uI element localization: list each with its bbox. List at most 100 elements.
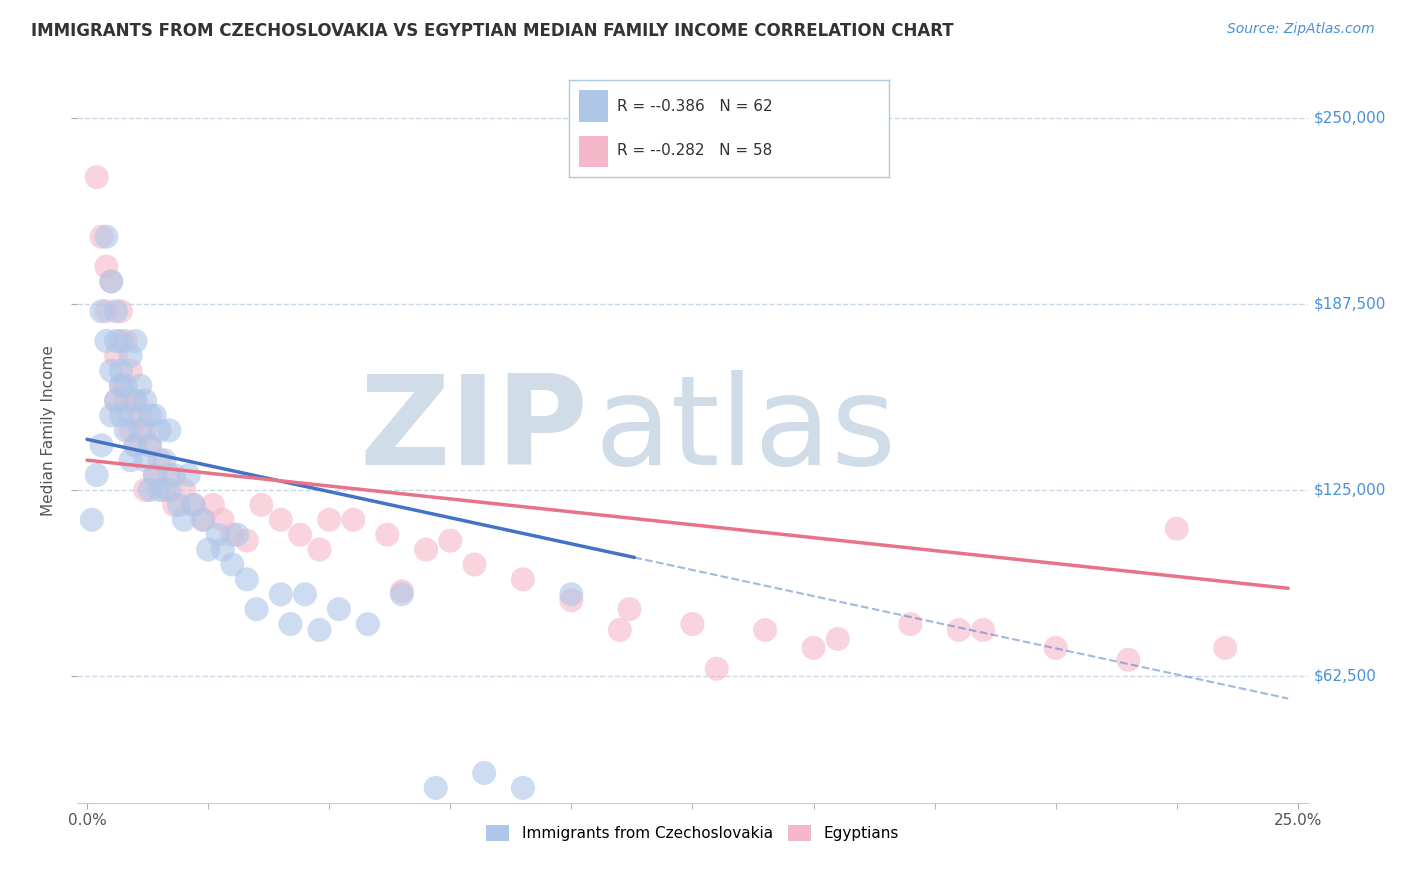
- Point: [105, 393, 128, 408]
- Point: [90, 229, 112, 244]
- Text: $187,500: $187,500: [1313, 296, 1386, 311]
- Point: [221, 558, 243, 572]
- Point: [114, 424, 136, 438]
- Point: [157, 468, 180, 483]
- Point: [129, 409, 152, 423]
- Point: [463, 558, 485, 572]
- Point: [129, 378, 152, 392]
- Text: Source: ZipAtlas.com: Source: ZipAtlas.com: [1227, 22, 1375, 37]
- Point: [90, 304, 112, 318]
- Point: [211, 542, 233, 557]
- Point: [177, 468, 200, 483]
- Point: [706, 662, 728, 676]
- Point: [105, 334, 128, 348]
- Point: [270, 587, 292, 601]
- Point: [391, 584, 413, 599]
- Point: [1166, 522, 1188, 536]
- Point: [124, 438, 146, 452]
- Point: [512, 573, 534, 587]
- Point: [197, 542, 219, 557]
- Point: [86, 170, 108, 185]
- Point: [193, 513, 215, 527]
- Point: [96, 334, 118, 348]
- Point: [1213, 640, 1236, 655]
- Point: [96, 260, 118, 274]
- Point: [157, 483, 180, 497]
- Point: [173, 483, 195, 497]
- Point: [280, 617, 302, 632]
- Point: [183, 498, 205, 512]
- Point: [512, 780, 534, 795]
- Point: [201, 498, 224, 512]
- Point: [236, 533, 259, 548]
- Point: [110, 304, 132, 318]
- Point: [110, 378, 132, 392]
- Point: [105, 304, 128, 318]
- Point: [124, 393, 146, 408]
- Point: [134, 393, 156, 408]
- Point: [153, 453, 176, 467]
- Point: [357, 617, 380, 632]
- Point: [100, 409, 122, 423]
- Point: [149, 483, 172, 497]
- Point: [472, 766, 495, 780]
- Point: [173, 513, 195, 527]
- Point: [149, 453, 172, 467]
- Point: [328, 602, 350, 616]
- Point: [100, 275, 122, 289]
- Point: [139, 409, 162, 423]
- Point: [114, 334, 136, 348]
- Point: [972, 623, 994, 637]
- Text: $62,500: $62,500: [1313, 669, 1376, 683]
- Point: [153, 483, 176, 497]
- Point: [827, 632, 849, 646]
- Point: [139, 483, 162, 497]
- Point: [294, 587, 316, 601]
- Point: [120, 409, 142, 423]
- Point: [124, 334, 146, 348]
- Point: [124, 438, 146, 452]
- Point: [342, 513, 364, 527]
- Point: [139, 438, 162, 452]
- Point: [900, 617, 922, 632]
- Point: [560, 593, 582, 607]
- Point: [415, 542, 437, 557]
- Point: [183, 498, 205, 512]
- Point: [288, 527, 311, 541]
- Point: [193, 513, 215, 527]
- Point: [226, 527, 249, 541]
- Point: [110, 334, 132, 348]
- Point: [86, 468, 108, 483]
- Point: [100, 364, 122, 378]
- Text: ZIP: ZIP: [359, 370, 588, 491]
- Point: [308, 623, 330, 637]
- Point: [105, 349, 128, 363]
- Legend: Immigrants from Czechoslovakia, Egyptians: Immigrants from Czechoslovakia, Egyptian…: [481, 819, 904, 847]
- Point: [308, 542, 330, 557]
- Point: [439, 533, 461, 548]
- Point: [425, 780, 447, 795]
- Point: [236, 573, 259, 587]
- Point: [211, 513, 233, 527]
- Point: [375, 527, 398, 541]
- Point: [163, 468, 186, 483]
- Point: [143, 468, 166, 483]
- Point: [96, 304, 118, 318]
- Point: [134, 424, 156, 438]
- Text: $250,000: $250,000: [1313, 110, 1386, 125]
- Point: [139, 438, 162, 452]
- Point: [143, 468, 166, 483]
- Point: [803, 640, 825, 655]
- Point: [90, 438, 112, 452]
- Point: [560, 587, 582, 601]
- Point: [96, 229, 118, 244]
- Point: [1045, 640, 1067, 655]
- Point: [114, 393, 136, 408]
- Point: [149, 424, 172, 438]
- Point: [207, 527, 229, 541]
- Point: [100, 275, 122, 289]
- Point: [120, 453, 142, 467]
- Text: $125,000: $125,000: [1313, 483, 1386, 498]
- Point: [245, 602, 267, 616]
- Point: [167, 498, 190, 512]
